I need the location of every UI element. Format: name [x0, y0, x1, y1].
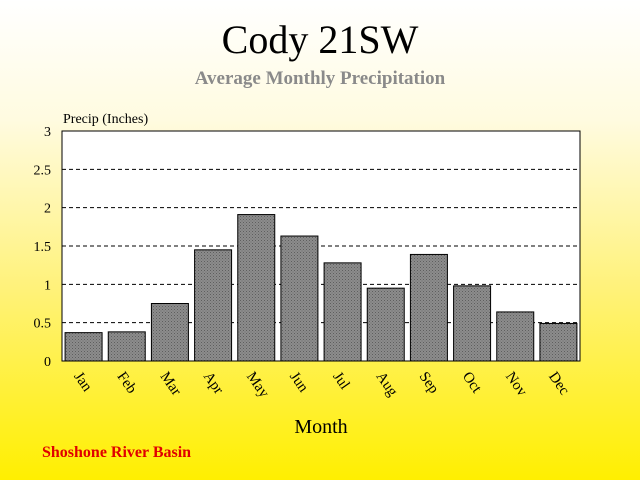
- y-tick-label: 3: [44, 125, 51, 140]
- footer-basin-label: Shoshone River Basin: [42, 444, 192, 461]
- x-tick-label: Jul: [329, 369, 352, 393]
- x-tick-label: Feb: [113, 369, 139, 397]
- bar-apr: [194, 249, 233, 362]
- x-tick-label: Apr: [200, 369, 226, 397]
- y-axis-label: Precip (Inches): [63, 112, 148, 127]
- bar-may: [237, 214, 276, 362]
- bar-oct: [453, 285, 492, 362]
- x-tick-label: Dec: [545, 369, 572, 398]
- bars: [64, 214, 578, 362]
- grid-lines: [62, 168, 580, 324]
- x-tick-label: Sep: [416, 369, 442, 397]
- y-tick-label: 0.5: [34, 317, 52, 332]
- bar-feb: [107, 331, 146, 362]
- x-tick-labels: Jan Feb Mar Apr May Jun Jul Aug Sep Oct Nov Dec: [70, 369, 572, 401]
- x-axis-label: Month: [294, 416, 347, 438]
- y-tick-label: 0: [44, 355, 51, 370]
- bar-jun: [280, 235, 319, 362]
- chart-title: Cody 21SW: [221, 17, 419, 62]
- x-tick-label: Nov: [502, 369, 530, 400]
- x-tick-label: Mar: [157, 369, 184, 399]
- bar-jan: [64, 332, 103, 362]
- bar-nov: [496, 311, 535, 362]
- bar-dec: [539, 322, 578, 362]
- y-tick-label: 2: [44, 202, 51, 217]
- y-tick-labels: 0 0.5 1 1.5 2 2.5 3: [34, 125, 52, 370]
- bar-jul: [323, 262, 362, 362]
- x-tick-label: Aug: [372, 369, 400, 400]
- y-tick-label: 2.5: [34, 163, 52, 178]
- x-tick-label: Jun: [286, 369, 311, 396]
- chart-subtitle: Average Monthly Precipitation: [194, 68, 446, 89]
- x-tick-label: Jan: [70, 369, 95, 395]
- x-tick-label: May: [243, 369, 272, 401]
- bar-mar: [150, 303, 189, 362]
- bar-sep: [409, 253, 448, 362]
- x-tick-label: Oct: [459, 369, 485, 397]
- y-tick-label: 1.5: [34, 240, 52, 255]
- y-tick-label: 1: [44, 278, 51, 293]
- bar-aug: [366, 287, 405, 362]
